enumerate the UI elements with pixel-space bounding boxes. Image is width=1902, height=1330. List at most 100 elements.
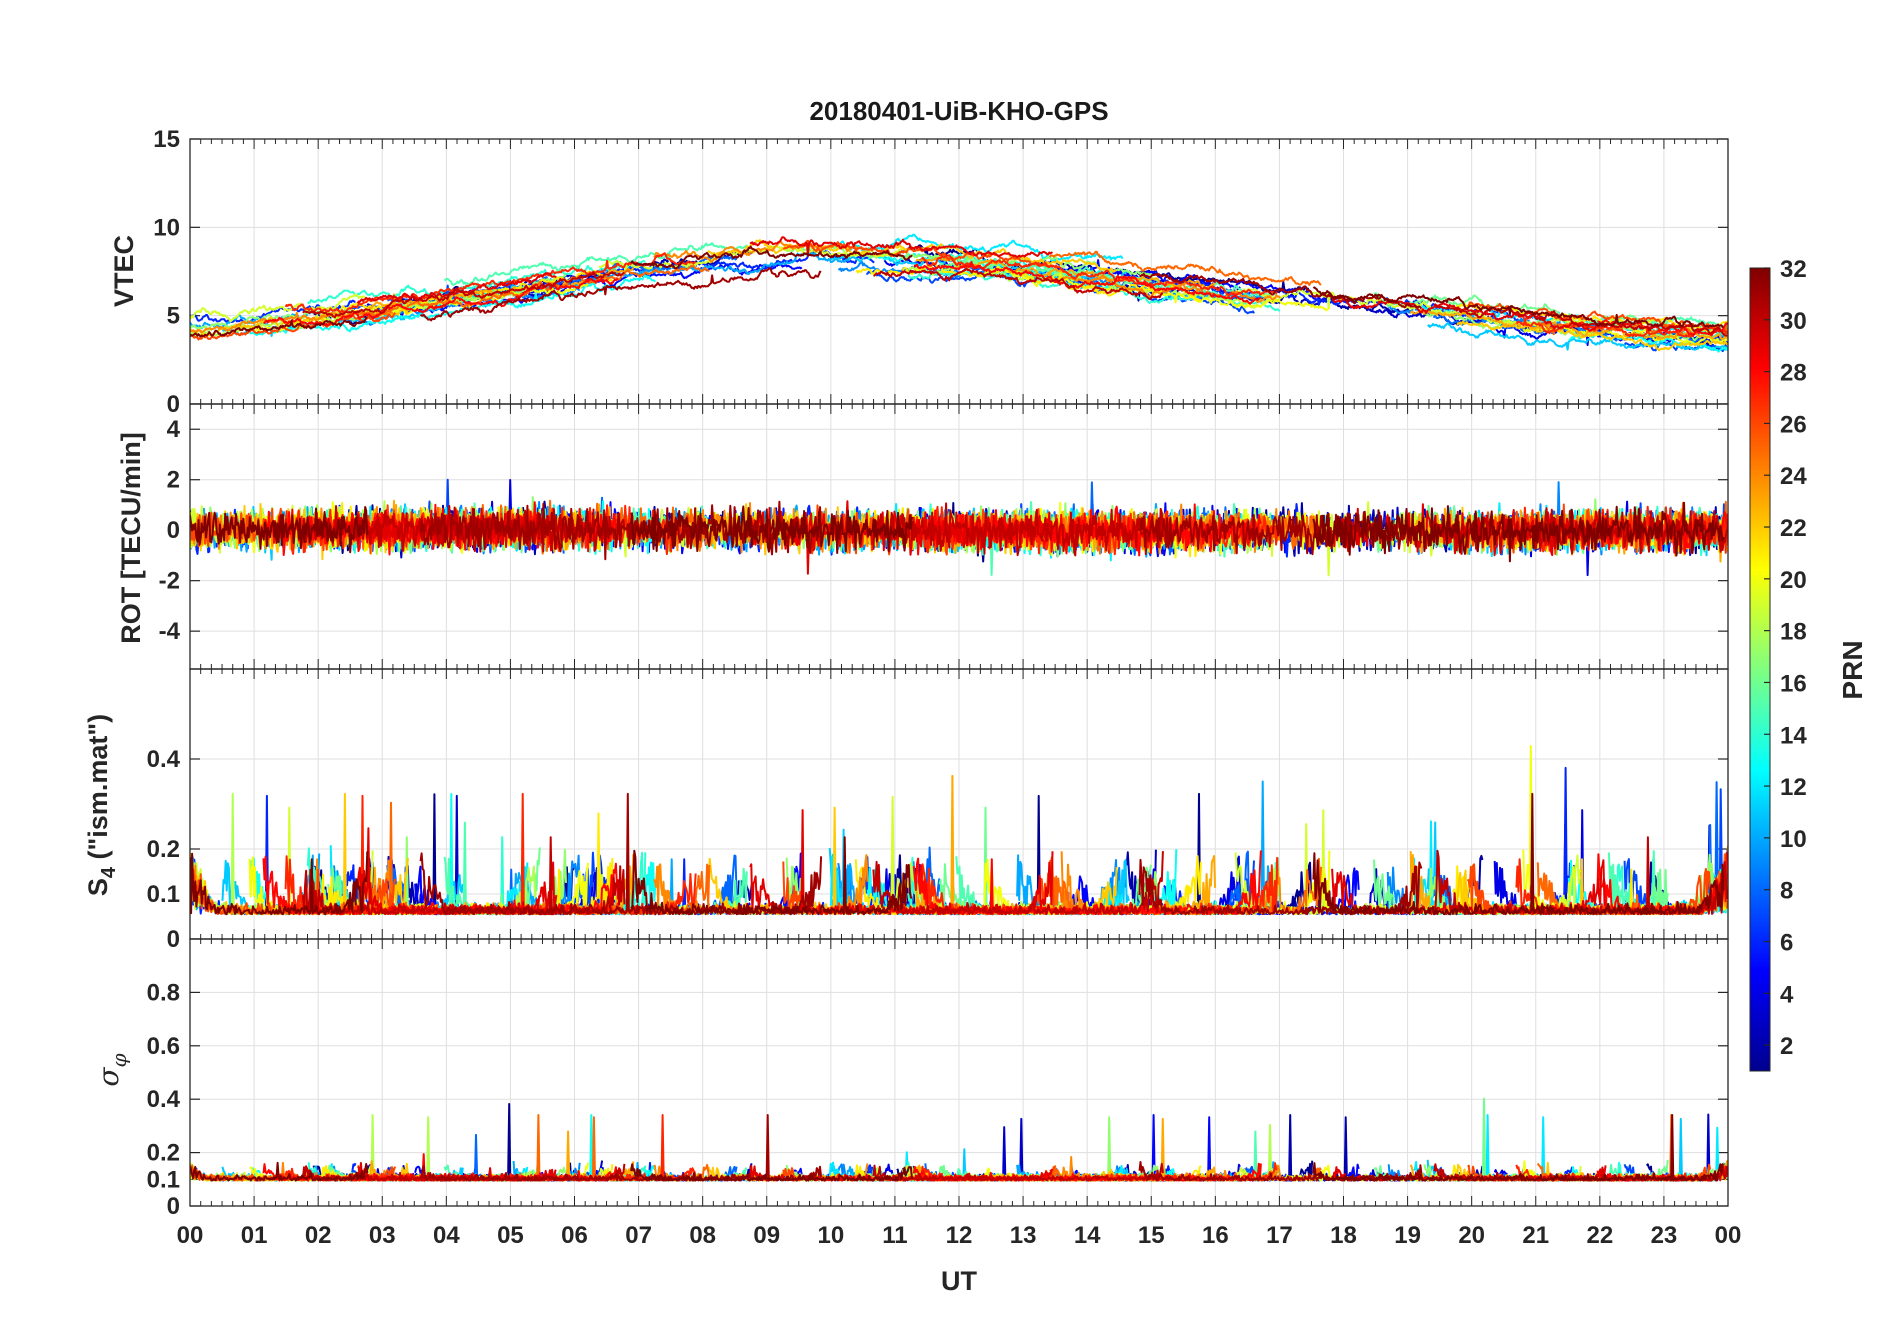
vtec-prn-31-line bbox=[419, 267, 822, 322]
vtec-prn-27-line bbox=[1516, 318, 1728, 338]
colorbar-label: PRN bbox=[1837, 640, 1868, 699]
rot-prn-32-line bbox=[1312, 501, 1725, 563]
s4-ytick-label: 0.2 bbox=[147, 836, 180, 863]
sigma_phi-series bbox=[190, 1097, 1728, 1182]
x-tick-label: 15 bbox=[1138, 1222, 1165, 1249]
vtec-ytick-label: 10 bbox=[153, 214, 180, 241]
colorbar-tick-label: 16 bbox=[1780, 670, 1807, 697]
rot-ytick-label: 2 bbox=[167, 467, 180, 494]
x-tick-label: 10 bbox=[817, 1222, 844, 1249]
rot-prn-32-line bbox=[630, 505, 913, 554]
colorbar-tick-label: 20 bbox=[1780, 567, 1807, 594]
colorbar-tick-label: 30 bbox=[1780, 308, 1807, 335]
rot-prn-30-line bbox=[872, 502, 1164, 557]
colorbar-bar bbox=[1749, 267, 1771, 1072]
vtec-ytick-label: 15 bbox=[153, 126, 180, 153]
x-tick-label: 12 bbox=[946, 1222, 973, 1249]
s4-label-sub: 4 bbox=[98, 866, 120, 878]
x-tick-label: 07 bbox=[625, 1222, 652, 1249]
colorbar-tick-label: 28 bbox=[1780, 360, 1807, 387]
s4-ytick-label: 0.1 bbox=[147, 881, 180, 908]
vtec-prn-29-line bbox=[749, 236, 1053, 258]
x-tick-label: 19 bbox=[1394, 1222, 1421, 1249]
colorbar-tick-label: 24 bbox=[1780, 463, 1807, 490]
colorbar-tick-label: 12 bbox=[1780, 774, 1807, 801]
x-tick-label: 01 bbox=[241, 1222, 268, 1249]
s4-prn-32-line bbox=[1312, 792, 1725, 916]
colorbar-tick-label: 6 bbox=[1780, 929, 1793, 956]
vtec-ytick-label: 5 bbox=[167, 303, 180, 330]
sigma_phi-ytick-label: 0.8 bbox=[147, 979, 180, 1006]
x-tick-label: 22 bbox=[1586, 1222, 1613, 1249]
sigma_phi-prn-31-line bbox=[1138, 1161, 1423, 1182]
colorbar-tick-label: 4 bbox=[1780, 981, 1794, 1008]
sigma_phi-prn-32-line bbox=[630, 1163, 913, 1182]
colorbar-tick-label: 8 bbox=[1780, 878, 1793, 905]
x-tick-label: 18 bbox=[1330, 1222, 1357, 1249]
vtec-prn-27-line bbox=[284, 252, 696, 314]
x-tick-label: 04 bbox=[433, 1222, 460, 1249]
x-tick-label: 09 bbox=[753, 1222, 780, 1249]
x-axis-label: UT bbox=[941, 1266, 977, 1296]
rot-ytick-label: -2 bbox=[159, 568, 180, 595]
rot-ytick-label: -4 bbox=[159, 618, 181, 645]
x-tick-label: 03 bbox=[369, 1222, 396, 1249]
chart-title: 20180401-UiB-KHO-GPS bbox=[809, 96, 1108, 126]
x-tick-label: 21 bbox=[1522, 1222, 1549, 1249]
vtec-prn-24-line bbox=[653, 240, 869, 264]
x-tick-label: 23 bbox=[1651, 1222, 1678, 1249]
vtec-prn-25-line bbox=[1049, 250, 1322, 286]
colorbar-tick-label: 22 bbox=[1780, 515, 1807, 542]
vtec-prn-15-line bbox=[443, 242, 748, 286]
x-tick-label: 00 bbox=[177, 1222, 204, 1249]
x-tick-label: 00 bbox=[1715, 1222, 1742, 1249]
x-tick-label: 17 bbox=[1266, 1222, 1293, 1249]
x-tick-label: 16 bbox=[1202, 1222, 1229, 1249]
s4-series bbox=[190, 745, 1728, 916]
sigma_phi-ytick-label: 0.1 bbox=[147, 1166, 180, 1193]
rot-ytick-label: 4 bbox=[167, 416, 181, 443]
panels: 051015-4-202400.10.20.400.10.20.40.60.80… bbox=[147, 126, 1742, 1249]
sigma_phi-prn-32-line bbox=[1312, 1114, 1725, 1182]
vtec-prn-28-line bbox=[1597, 319, 1728, 337]
colorbar-tick-label: 2 bbox=[1780, 1033, 1793, 1060]
vtec-prn-32-line bbox=[630, 245, 913, 270]
vtec-prn-32-line bbox=[1312, 286, 1724, 329]
vtec-prn-30-line bbox=[302, 271, 625, 319]
x-tick-label: 06 bbox=[561, 1222, 588, 1249]
x-tick-label: 14 bbox=[1074, 1222, 1101, 1249]
vtec-prn-29-line bbox=[356, 272, 557, 304]
x-tick-label: 05 bbox=[497, 1222, 524, 1249]
sigma_phi-prn-30-line bbox=[872, 1162, 1164, 1182]
sigma_phi-panel-border bbox=[189, 938, 1729, 1207]
x-tick-label: 08 bbox=[689, 1222, 716, 1249]
vtec-prn-29-line bbox=[1331, 297, 1607, 332]
vtec-prn-28-line bbox=[913, 260, 1262, 305]
sigma_phi-ytick-label: 0.4 bbox=[147, 1086, 181, 1113]
colorbar-tick-label: 10 bbox=[1780, 826, 1807, 853]
rot-series bbox=[190, 478, 1728, 577]
vtec-prn-24-line bbox=[190, 310, 394, 334]
x-tick-label: 11 bbox=[882, 1222, 907, 1249]
vtec-prn-19-line bbox=[598, 245, 909, 274]
x-tick-label: 20 bbox=[1458, 1222, 1485, 1249]
s4-prn-32-line bbox=[630, 836, 913, 916]
colorbar-tick-label: 14 bbox=[1780, 722, 1807, 749]
vtec-prn-11-line bbox=[1427, 321, 1728, 351]
sigma_phi-prn-32-line bbox=[190, 1161, 369, 1182]
vtec-ytick-label: 0 bbox=[167, 391, 180, 418]
s4-ytick-label: 0.4 bbox=[147, 746, 181, 773]
vtec-prn-30-line bbox=[873, 267, 1164, 301]
sigma_phi-ytick-label: 0.6 bbox=[147, 1033, 180, 1060]
vtec-prn-21-line bbox=[855, 262, 1202, 303]
vtec-prn-26-line bbox=[782, 239, 1055, 268]
vtec-prn-30-line bbox=[1433, 303, 1728, 337]
s4-prn-32-line bbox=[190, 851, 369, 916]
x-tick-label: 02 bbox=[305, 1222, 332, 1249]
colorbar-tick-label: 18 bbox=[1780, 619, 1807, 646]
x-tick-label: 13 bbox=[1010, 1222, 1037, 1249]
sigma_phi-ytick-label: 0.2 bbox=[147, 1140, 180, 1167]
